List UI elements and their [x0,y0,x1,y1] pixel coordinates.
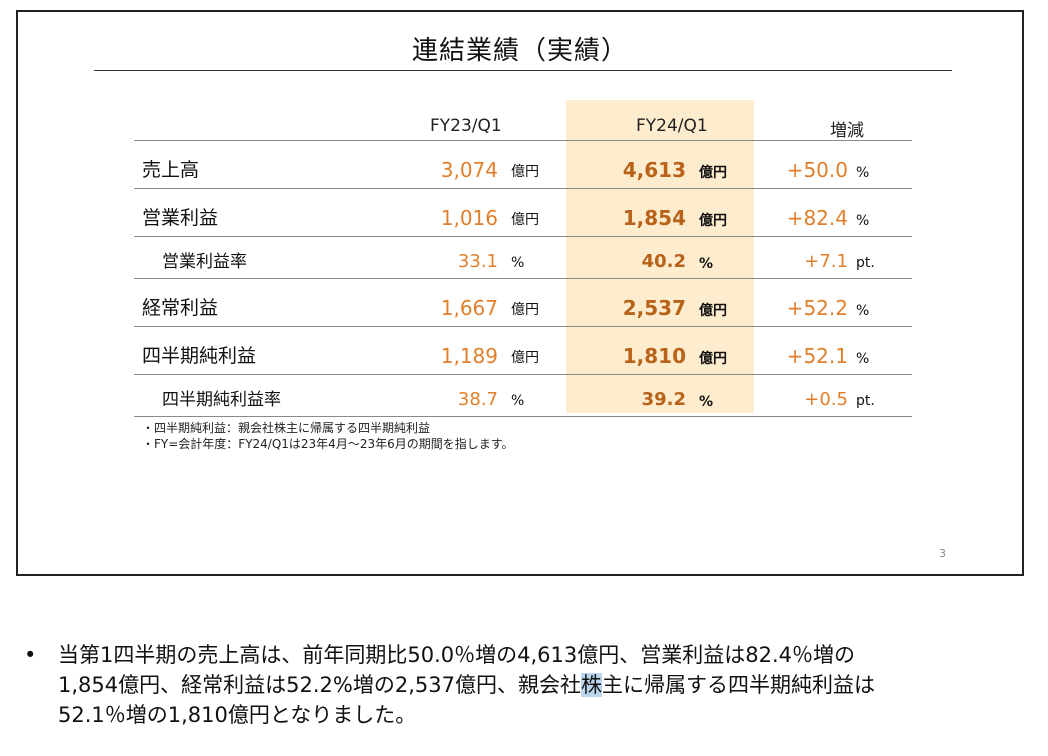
change-value: +52.1 [786,344,848,368]
change-unit: % [856,303,870,319]
table-row: 営業利益 1,016 億円 1,854 億円 +82.4% [134,189,912,237]
summary-text[interactable]: 当第1四半期の売上高は、前年同期比50.0％増の4,613億円、営業利益は82.… [58,640,1024,730]
table-row: 四半期純利益 1,189 億円 1,810 億円 +52.1% [134,327,912,375]
fy23-unit: 億円 [511,302,539,318]
header-fy24: FY24/Q1 [636,116,708,136]
title-divider [94,70,952,71]
fy23-unit: 億円 [511,212,539,228]
results-table: FY23/Q1 FY24/Q1 増減 売上高 3,074 億円 4,613 億円 +50.… [134,110,912,417]
change-unit: % [856,351,870,367]
summary-line: 当第1四半期の売上高は、前年同期比50.0％増の4,613億円、営業利益は82.… [58,643,855,667]
fy24-value: 40.2 [641,251,686,272]
fy24-unit: 億円 [699,213,727,229]
bullet: • [24,643,37,667]
row-label: 売上高 [142,159,200,181]
summary-caption: • 当第1四半期の売上高は、前年同期比50.0％増の4,613億円、営業利益は8… [24,640,1024,730]
fy23-value: 1,667 [440,296,498,320]
row-label: 四半期純利益 [142,345,257,367]
fy23-value: 1,189 [440,344,498,368]
row-label: 四半期純利益率 [162,390,281,410]
header-change: 増減 [830,121,864,141]
fy23-value: 1,016 [440,206,498,230]
fy23-unit: 億円 [511,350,539,366]
change-value: +52.2 [786,296,848,320]
fy24-highlight-column [566,100,754,413]
fy23-value: 33.1 [457,251,498,272]
change-value: +0.5 [804,389,848,410]
footnotes: ・四半期純利益：親会社株主に帰属する四半期純利益 ・FY=会計年度：FY24/Q… [142,420,514,452]
summary-line: 52.1％増の1,810億円となりました。 [58,703,417,727]
change-value: +82.4 [786,206,848,230]
fy24-value: 1,810 [622,344,686,368]
change-unit: % [856,165,870,181]
fy24-value: 2,537 [622,296,686,320]
table-header: FY23/Q1 FY24/Q1 増減 [134,110,912,141]
change-unit: % [856,213,870,229]
fy23-value: 3,074 [440,158,498,182]
change-unit: pt. [856,255,875,271]
fy23-value: 38.7 [457,389,498,410]
fy24-unit: 億円 [699,165,727,181]
row-label: 営業利益率 [162,252,247,272]
slide: 連結業績（実績） FY23/Q1 FY24/Q1 増減 売上高 3,074 億円 4,… [16,10,1024,576]
table-row: 売上高 3,074 億円 4,613 億円 +50.0% [134,141,912,189]
fy23-unit: % [511,393,525,409]
fy24-value: 4,613 [622,158,686,182]
change-value: +50.0 [786,158,848,182]
fy24-unit: % [699,256,714,272]
fy24-unit: 億円 [699,303,727,319]
slide-title: 連結業績（実績） [411,36,628,66]
change-value: +7.1 [804,251,848,272]
summary-segment: 1,854億円、経常利益は52.2%増の2,537億円、親会社 [58,673,581,697]
summary-line: 1,854億円、経常利益は52.2%増の2,537億円、親会社株主に帰属する四半… [58,670,1024,700]
selected-text: 株 [580,673,602,697]
change-unit: pt. [856,393,875,409]
footnote: ・四半期純利益：親会社株主に帰属する四半期純利益 [142,421,431,435]
fy24-unit: % [699,394,714,410]
header-fy23: FY23/Q1 [430,116,502,136]
table-body: 売上高 3,074 億円 4,613 億円 +50.0% 営業利益 1,016 億円 1,854 億… [134,141,912,417]
fy23-unit: 億円 [511,164,539,180]
row-label: 営業利益 [142,207,219,229]
row-label: 経常利益 [142,297,219,319]
fy23-unit: % [511,255,525,271]
page-number: 3 [939,547,946,560]
footnote: ・FY=会計年度：FY24/Q1は23年4月～23年6月の期間を指します。 [142,437,514,451]
table-row: 四半期純利益率 38.7% 39.2% +0.5 pt. [134,375,912,417]
fy24-value: 1,854 [622,206,686,230]
table-row: 経常利益 1,667 億円 2,537 億円 +52.2% [134,279,912,327]
fy24-unit: 億円 [699,351,727,367]
summary-segment: 主に帰属する四半期純利益は [601,673,875,697]
fy24-value: 39.2 [641,389,686,410]
table-row: 営業利益率 33.1% 40.2% +7.1 pt. [134,237,912,279]
